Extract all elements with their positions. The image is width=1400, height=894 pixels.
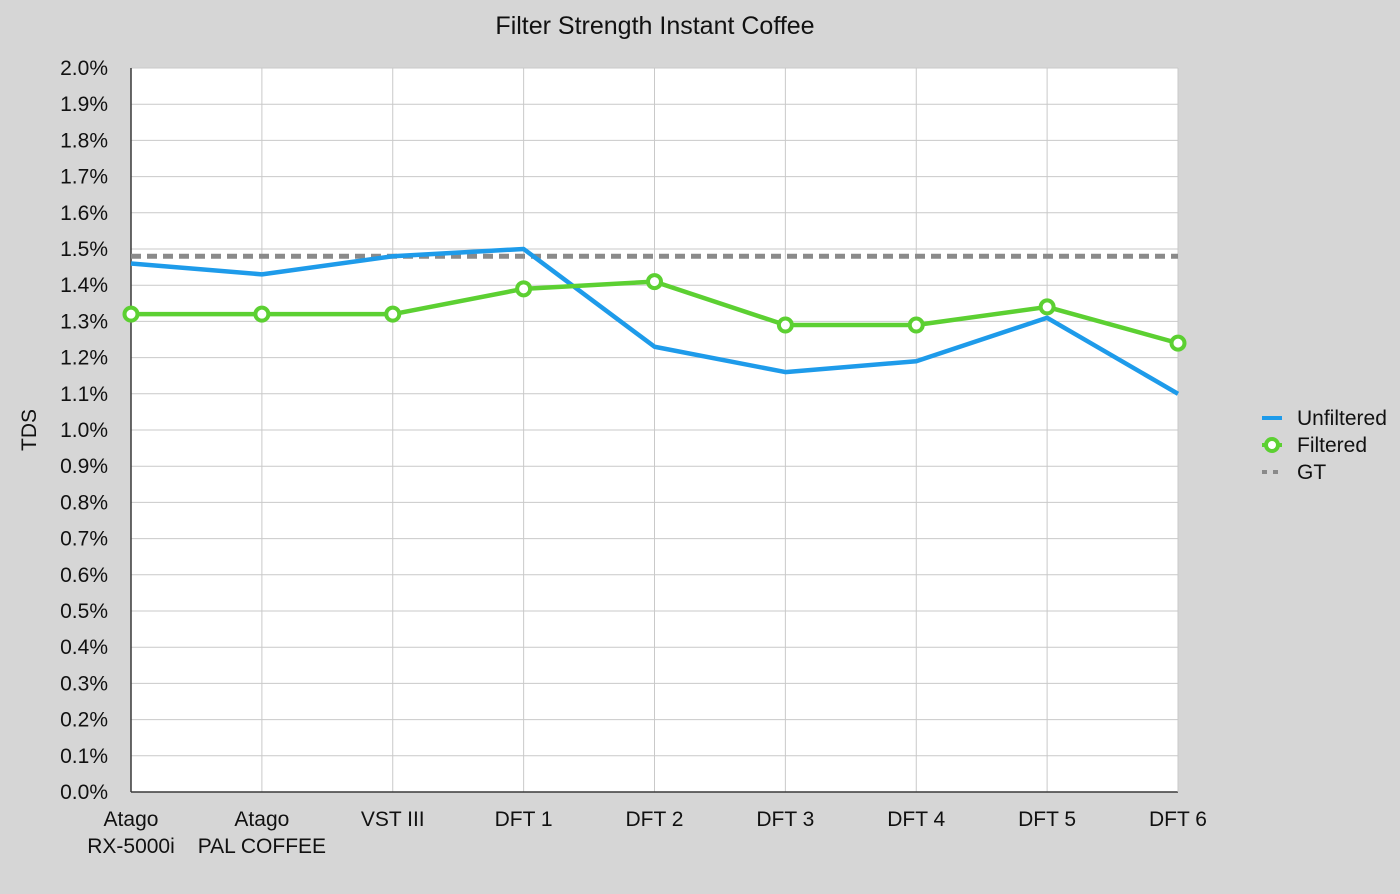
y-tick-label: 0.7% bbox=[60, 528, 108, 551]
y-tick-label: 2.0% bbox=[60, 57, 108, 80]
y-tick-label: 0.9% bbox=[60, 455, 108, 478]
x-tick-label: Atago PAL COFFEE bbox=[198, 808, 326, 858]
unfiltered-line bbox=[130, 246, 1180, 396]
legend-label-unfiltered: Unfiltered bbox=[1297, 407, 1387, 430]
y-tick-label: 1.7% bbox=[60, 166, 108, 189]
series-markers bbox=[122, 273, 1187, 352]
y-tick-label: 0.2% bbox=[60, 709, 108, 732]
filtered-point bbox=[515, 280, 533, 298]
y-tick-label: 0.3% bbox=[60, 672, 108, 695]
y-tick-label: 0.5% bbox=[60, 600, 108, 623]
y-axis-ticks: 0.0% 0.1% 0.2% 0.3% 0.4% 0.5% 0.6% 0.7% 0.8% 0.9%… bbox=[60, 57, 108, 804]
y-tick-label: 0.4% bbox=[60, 636, 108, 659]
y-tick-label: 1.3% bbox=[60, 310, 108, 333]
x-tick-label: DFT 2 bbox=[626, 808, 684, 831]
y-tick-label: 1.6% bbox=[60, 202, 108, 225]
x-tick-label: DFT 3 bbox=[756, 808, 814, 831]
legend-label-filtered: Filtered bbox=[1297, 434, 1367, 457]
legend: Unfiltered Filtered GT bbox=[1262, 407, 1387, 484]
filtered-point bbox=[384, 305, 402, 323]
y-tick-label: 1.2% bbox=[60, 347, 108, 370]
y-tick-label: 1.8% bbox=[60, 129, 108, 152]
x-tick-label: Atago RX-5000i bbox=[87, 808, 175, 858]
filtered-point bbox=[1038, 298, 1056, 316]
y-tick-label: 0.0% bbox=[60, 781, 108, 804]
y-tick-label: 1.9% bbox=[60, 93, 108, 116]
legend-label-gt: GT bbox=[1297, 461, 1326, 484]
x-axis-ticks: Atago RX-5000i Atago PAL COFFEE VST III DFT 1… bbox=[87, 808, 1207, 858]
x-tick-label: DFT 4 bbox=[887, 808, 945, 831]
y-tick-label: 1.1% bbox=[60, 383, 108, 406]
y-axis-label: TDS bbox=[18, 409, 41, 451]
filtered-point bbox=[776, 316, 794, 334]
x-tick-label: DFT 5 bbox=[1018, 808, 1076, 831]
y-tick-label: 0.1% bbox=[60, 745, 108, 768]
legend-marker-filtered bbox=[1264, 437, 1280, 453]
x-tick-label: DFT 1 bbox=[495, 808, 553, 831]
filtered-point bbox=[646, 273, 663, 291]
filtered-point bbox=[253, 305, 271, 323]
gridlines bbox=[130, 67, 1179, 793]
y-tick-label: 0.8% bbox=[60, 491, 108, 514]
y-tick-label: 1.4% bbox=[60, 274, 108, 297]
y-tick-label: 0.6% bbox=[60, 564, 108, 587]
filtered-point bbox=[122, 305, 140, 323]
filtered-point bbox=[1169, 334, 1187, 352]
x-tick-label: DFT 6 bbox=[1149, 808, 1207, 831]
filtered-point bbox=[907, 316, 925, 334]
y-tick-label: 1.5% bbox=[60, 238, 108, 261]
x-tick-label: VST III bbox=[361, 808, 425, 831]
y-tick-label: 1.0% bbox=[60, 419, 108, 442]
chart-title: Filter Strength Instant Coffee bbox=[495, 12, 814, 40]
